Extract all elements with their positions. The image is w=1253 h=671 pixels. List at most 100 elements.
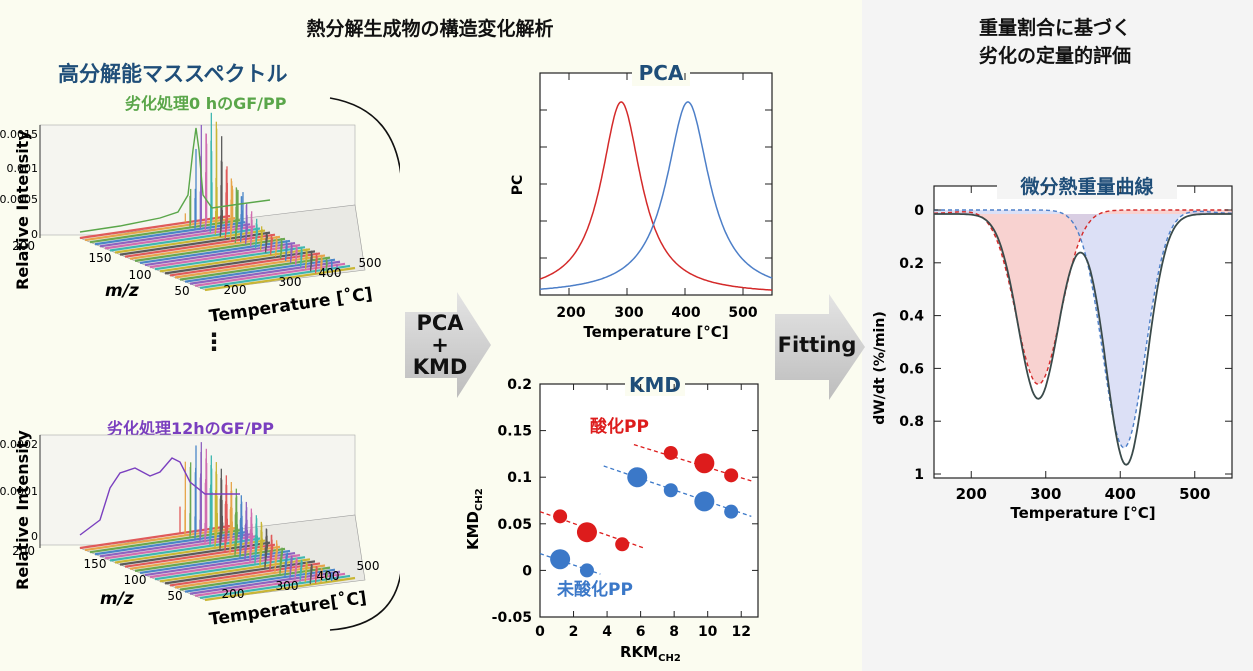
top-mz-tick-2: 100 <box>129 268 152 282</box>
spectrum-ribbon <box>104 225 256 250</box>
spectrum-ribbon <box>179 566 331 591</box>
dtg-ytick-label: 0.4 <box>899 309 924 325</box>
dtg-component2-fill <box>934 210 1232 448</box>
kmd-oxidized-point <box>553 509 568 524</box>
pca-ylabel: PC <box>510 175 526 196</box>
spectrum-ribbon <box>154 246 306 271</box>
arrow1-line-2: KMD <box>412 355 468 379</box>
pca-kmd-arrow <box>405 292 491 398</box>
bottom-mz-tick-0: 200 <box>12 544 35 558</box>
pca-title: PCA <box>639 61 684 85</box>
dtg-ytick-label: 1 <box>914 467 924 483</box>
spectrum-ribbon <box>199 574 351 600</box>
dtg-ytick-label: 0.6 <box>899 361 924 377</box>
right-title: 重量割合に基づく 劣化の定量的評価 <box>935 14 1175 70</box>
kmd-ytick-label: 0 <box>522 563 532 579</box>
hrms-spectra-panel: 0.0015 0.001 0.0005 0 200 150 100 50 200… <box>0 97 400 631</box>
pca-xlabel: Temperature [°C] <box>583 323 728 341</box>
top-ribbons <box>79 214 356 292</box>
spectrum-ribbon <box>169 252 321 277</box>
pca-frame <box>539 72 773 296</box>
dtg-xtick-label: 500 <box>1179 485 1210 503</box>
spectrum-ribbon <box>149 244 301 269</box>
bottom-mz-tick-3: 50 <box>167 589 182 603</box>
top-ylabel: Relative Intensity <box>13 130 32 290</box>
kmd-oxidized-point <box>694 453 715 474</box>
pca-xtick-0: 200 <box>556 305 585 321</box>
dtg-chart: 微分熱重量曲線 0 0.2 0.4 0.6 0.8 1 200 300 400 500 dW/dt… <box>872 173 1233 522</box>
kmd-xtick-label: 10 <box>698 624 718 640</box>
group-bracket <box>329 97 400 631</box>
pca-red-curve <box>539 101 773 291</box>
kmd-axes: 0.20.150.10.050-0.050 2 4 6 8 10 12 <box>492 377 758 640</box>
sample0-label: 劣化処理0 hのGF/PP <box>125 94 287 113</box>
dtg-title: 微分熱重量曲線 <box>1019 175 1153 198</box>
top-ytick-3: 0 <box>31 228 38 241</box>
kmd-ylabel-main: KMD <box>464 511 482 550</box>
spectrum-ribbon <box>199 264 351 290</box>
bottom-ytick-0: 0.0002 <box>0 438 38 451</box>
bottom-temp-tick-3: 500 <box>357 559 380 573</box>
bottom-purple-trace <box>79 457 240 536</box>
pca-chart: PCA PC 200 300 400 500 Temperature [°C] <box>510 60 773 341</box>
pca-title-bg <box>632 60 690 86</box>
dtg-ytick-label: 0.2 <box>899 256 924 272</box>
spectrum-ribbon <box>174 254 326 279</box>
dtg-ytick-label: 0 <box>914 203 924 219</box>
kmd-points <box>550 445 739 578</box>
kmd-unoxidized-point <box>724 504 739 519</box>
kmd-xtick-label: 4 <box>602 624 612 640</box>
kmd-ytick-label: 0.2 <box>507 377 532 393</box>
top-ytick-1: 0.001 <box>7 162 39 175</box>
hrms-heading: 高分解能マススペクトル <box>58 62 288 86</box>
spectrum-ribbon <box>134 237 286 262</box>
kmd-xtick-label: 12 <box>731 624 750 640</box>
top-mz-label: m/z <box>105 281 139 301</box>
kmd-frame <box>539 383 759 618</box>
spectrum-ribbon <box>79 214 231 240</box>
kmd-oxidized-point <box>724 468 739 483</box>
dtg-measured-curve <box>934 213 1232 466</box>
top-temp-tick-0: 200 <box>224 283 247 297</box>
spectrum-ribbon <box>179 256 331 281</box>
spectrum-ribbon <box>109 227 261 252</box>
bottom-temp-tick-0: 200 <box>222 587 245 601</box>
spectrum-ribbon <box>164 560 316 585</box>
kmd-xtick-label: 2 <box>569 624 579 640</box>
bottom-mz-tick-2: 100 <box>124 573 147 587</box>
spectrum-ribbon <box>114 229 266 254</box>
spectrum-ribbon <box>164 250 316 275</box>
spectrum-ribbon <box>189 570 341 595</box>
kmd-ytick-label: 0.15 <box>497 424 532 440</box>
kmd-xlabel-main: RKM <box>620 643 658 661</box>
spectrum-ribbon <box>119 231 271 256</box>
kmd-oxidized-point <box>615 537 630 552</box>
top-temp-tick-1: 300 <box>279 275 302 289</box>
spectrum-ribbon <box>184 568 336 593</box>
kmd-oxidized-point <box>576 522 597 543</box>
kmd-xlabel-sub: CH2 <box>658 653 681 664</box>
dtg-xtick-label: 400 <box>1105 485 1136 503</box>
bottom-ylabel: Relative Intensity <box>13 430 32 590</box>
kmd-ytick-label: 0.1 <box>507 470 532 486</box>
right-title-line1: 重量割合に基づく <box>978 17 1131 39</box>
kmd-xtick-label: 8 <box>669 624 679 640</box>
spectrum-ribbon <box>184 258 336 283</box>
dtg-component1-fill <box>934 210 1232 385</box>
pca-xtick-3: 500 <box>728 305 757 321</box>
kmd-trend-line <box>539 553 601 575</box>
kmd-chart: KMD 0.20.150.10.050-0.050 2 4 6 8 10 12 酸化PP 未… <box>464 372 759 664</box>
sample12-label: 劣化処理12hのGF/PP <box>107 419 275 438</box>
dtg-xlabel: Temperature [°C] <box>1010 504 1155 522</box>
kmd-oxidized-label: 酸化PP <box>590 416 649 437</box>
bottom-temp-tick-2: 400 <box>317 569 340 583</box>
arrow2-shape <box>775 294 865 400</box>
spectrum-ribbon <box>129 235 281 260</box>
pca-xtick-1: 300 <box>614 305 643 321</box>
spectrum-ribbon <box>139 239 291 265</box>
spectrum-ribbon <box>144 241 296 267</box>
bottom-ytick-2: 0 <box>31 530 38 543</box>
spectrum-ribbon <box>174 564 326 589</box>
bottom-mz-label: m/z <box>100 589 134 609</box>
kmd-unoxidized-point <box>627 467 648 488</box>
